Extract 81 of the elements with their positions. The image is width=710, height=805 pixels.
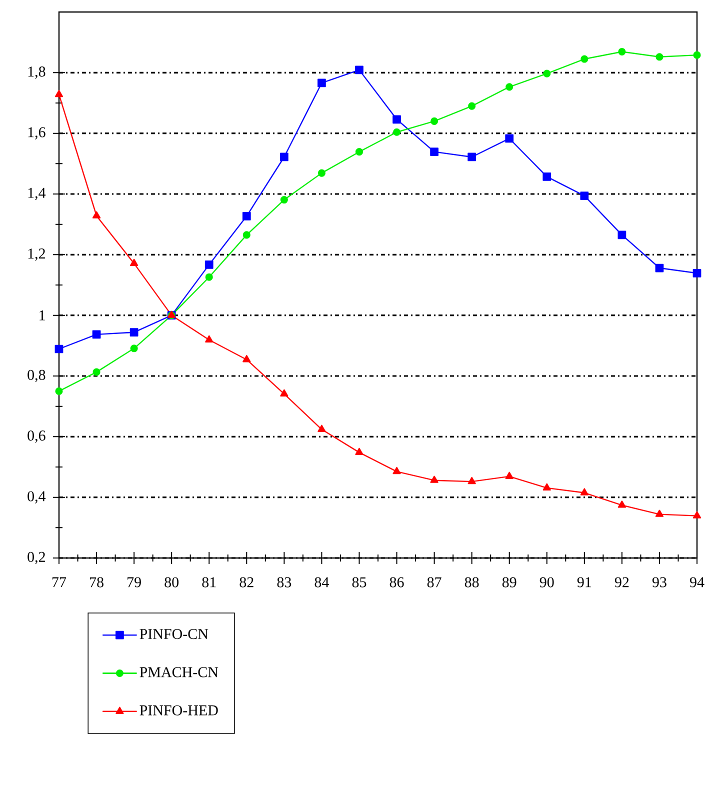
point bbox=[54, 90, 64, 98]
x-tick-label: 93 bbox=[652, 577, 666, 588]
point bbox=[618, 500, 626, 508]
y-tick-label: 0,8 bbox=[28, 370, 46, 382]
x-tick-label: 94 bbox=[690, 577, 704, 588]
x-tick-label: 80 bbox=[164, 577, 179, 588]
point bbox=[392, 115, 401, 124]
point bbox=[355, 148, 364, 156]
x-tick-label: 89 bbox=[502, 577, 516, 588]
point bbox=[92, 368, 100, 376]
y-tick-label: 1,6 bbox=[28, 127, 46, 140]
point bbox=[580, 488, 588, 496]
point bbox=[392, 466, 401, 474]
point bbox=[430, 476, 438, 483]
point bbox=[130, 258, 138, 266]
y-tick-label: 1 bbox=[40, 310, 45, 320]
point bbox=[355, 448, 364, 456]
point bbox=[656, 53, 664, 61]
point bbox=[618, 48, 626, 56]
point bbox=[130, 328, 138, 337]
x-tick-label: 78 bbox=[90, 577, 104, 588]
point bbox=[280, 152, 288, 162]
point bbox=[205, 273, 213, 281]
point bbox=[430, 117, 438, 125]
point bbox=[505, 472, 514, 479]
point bbox=[55, 387, 63, 395]
x-tick-label: 83 bbox=[277, 577, 292, 588]
x-tick-label: 92 bbox=[614, 577, 629, 588]
point bbox=[242, 231, 250, 239]
point bbox=[318, 424, 326, 432]
point bbox=[655, 264, 664, 272]
y-tick-label: 1,8 bbox=[28, 66, 46, 79]
point bbox=[506, 83, 514, 91]
point bbox=[318, 78, 326, 88]
y-tick-label: 1,4 bbox=[28, 188, 46, 200]
point bbox=[205, 335, 214, 342]
point bbox=[580, 55, 588, 63]
x-tick-label: 90 bbox=[540, 577, 554, 588]
point bbox=[692, 268, 702, 278]
point bbox=[130, 344, 138, 352]
point bbox=[542, 483, 551, 491]
point bbox=[543, 70, 551, 78]
point bbox=[542, 172, 552, 181]
legend-label: PMACH-CN bbox=[140, 667, 218, 678]
x-tick-label: 84 bbox=[314, 577, 329, 588]
point bbox=[655, 510, 664, 517]
y-tick-label: 1,2 bbox=[28, 248, 45, 261]
x-tick-label: 79 bbox=[128, 577, 141, 588]
point bbox=[692, 511, 702, 518]
point bbox=[580, 192, 589, 200]
point bbox=[280, 389, 288, 396]
point bbox=[318, 169, 326, 177]
point bbox=[54, 344, 64, 354]
x-tick-label: 86 bbox=[390, 577, 404, 588]
point bbox=[468, 102, 476, 110]
x-tick-label: 88 bbox=[464, 577, 479, 588]
point bbox=[468, 476, 476, 484]
point bbox=[355, 66, 364, 74]
point bbox=[242, 212, 251, 220]
legend-label: PINFO-HED bbox=[140, 705, 218, 716]
point bbox=[92, 330, 101, 339]
y-tick-label: 0,2 bbox=[28, 552, 45, 564]
y-tick-label: 0,4 bbox=[28, 491, 46, 504]
point bbox=[280, 196, 288, 204]
x-tick-label: 85 bbox=[352, 577, 366, 588]
x-tick-label: 91 bbox=[577, 577, 592, 588]
point bbox=[505, 134, 514, 143]
legend-label: PINFO-CN bbox=[140, 628, 208, 640]
point bbox=[468, 152, 476, 162]
x-tick-label: 77 bbox=[52, 577, 66, 588]
x-tick-label: 87 bbox=[427, 577, 442, 588]
point bbox=[242, 355, 251, 362]
point bbox=[92, 211, 101, 218]
point bbox=[204, 260, 214, 269]
point bbox=[430, 148, 438, 156]
x-tick-label: 82 bbox=[240, 577, 254, 588]
point bbox=[693, 51, 701, 59]
point bbox=[392, 128, 401, 136]
y-tick-label: 0,6 bbox=[28, 430, 46, 443]
x-tick-label: 81 bbox=[202, 577, 216, 588]
point bbox=[618, 230, 626, 240]
